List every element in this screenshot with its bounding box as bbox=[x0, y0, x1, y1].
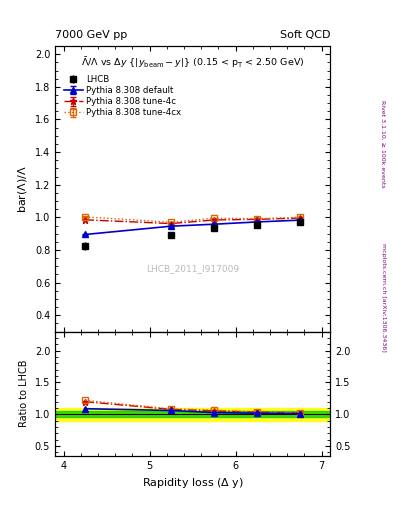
Legend: LHCB, Pythia 8.308 default, Pythia 8.308 tune-4c, Pythia 8.308 tune-4cx: LHCB, Pythia 8.308 default, Pythia 8.308… bbox=[62, 73, 183, 119]
Text: Rivet 3.1.10, ≥ 100k events: Rivet 3.1.10, ≥ 100k events bbox=[381, 99, 386, 187]
Text: 7000 GeV pp: 7000 GeV pp bbox=[55, 30, 127, 40]
Text: mcplots.cern.ch [arXiv:1306.3436]: mcplots.cern.ch [arXiv:1306.3436] bbox=[381, 243, 386, 351]
Text: $\bar{\Lambda}/\Lambda$ vs $\Delta y$ {$|y_{\mathrm{beam}}-y|$} (0.15 < p$_{\mat: $\bar{\Lambda}/\Lambda$ vs $\Delta y$ {$… bbox=[81, 55, 304, 70]
Bar bbox=[55, 408, 330, 421]
Y-axis label: Ratio to LHCB: Ratio to LHCB bbox=[19, 360, 29, 428]
X-axis label: Rapidity loss ($\Delta$ y): Rapidity loss ($\Delta$ y) bbox=[141, 476, 244, 490]
Text: Soft QCD: Soft QCD bbox=[280, 30, 330, 40]
Bar bbox=[55, 411, 330, 417]
Text: LHCB_2011_I917009: LHCB_2011_I917009 bbox=[146, 264, 239, 273]
Y-axis label: bar($\Lambda$)/$\Lambda$: bar($\Lambda$)/$\Lambda$ bbox=[16, 165, 29, 213]
